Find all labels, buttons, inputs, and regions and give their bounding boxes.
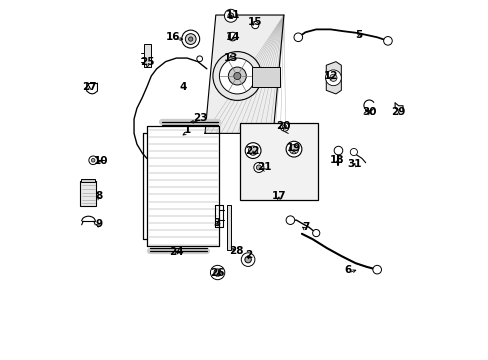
Circle shape [349, 148, 357, 156]
Text: 12: 12 [323, 71, 337, 81]
Text: 28: 28 [228, 246, 243, 256]
Text: 18: 18 [329, 155, 344, 165]
Text: 1: 1 [183, 125, 190, 135]
Circle shape [241, 253, 254, 266]
Circle shape [256, 165, 261, 170]
Text: 25: 25 [140, 57, 155, 67]
Circle shape [182, 30, 199, 48]
Text: 11: 11 [225, 10, 240, 20]
Circle shape [228, 67, 246, 85]
Bar [240, 123, 318, 200]
Circle shape [185, 34, 196, 44]
Text: 27: 27 [82, 82, 97, 92]
Text: 13: 13 [223, 53, 238, 63]
Polygon shape [204, 15, 284, 134]
Circle shape [89, 156, 97, 165]
Circle shape [293, 33, 302, 41]
Circle shape [227, 13, 233, 19]
Text: 31: 31 [346, 159, 361, 169]
Text: 23: 23 [192, 113, 207, 123]
Text: 14: 14 [225, 32, 240, 41]
Text: 2: 2 [244, 249, 252, 260]
Text: 22: 22 [245, 146, 260, 156]
Text: 8: 8 [96, 192, 102, 202]
Text: 20: 20 [275, 121, 290, 131]
Text: 15: 15 [247, 17, 262, 27]
Circle shape [248, 146, 257, 155]
Circle shape [312, 229, 319, 237]
Circle shape [282, 125, 286, 129]
Circle shape [196, 56, 202, 62]
Circle shape [333, 146, 342, 155]
Text: 10: 10 [94, 156, 108, 166]
Circle shape [244, 143, 261, 158]
Circle shape [91, 158, 95, 162]
Circle shape [228, 32, 237, 41]
Text: 17: 17 [271, 191, 285, 201]
Bar [81, 179, 95, 182]
Circle shape [280, 123, 288, 131]
Text: 21: 21 [257, 162, 271, 172]
Circle shape [285, 216, 294, 225]
Circle shape [188, 37, 192, 41]
Circle shape [253, 162, 264, 172]
Circle shape [219, 58, 255, 94]
Polygon shape [325, 62, 341, 94]
Bar [80, 181, 96, 206]
Bar [144, 44, 150, 67]
Text: 4: 4 [180, 82, 187, 92]
Circle shape [329, 74, 336, 81]
Circle shape [372, 265, 381, 274]
Circle shape [224, 9, 237, 22]
Text: 26: 26 [210, 267, 224, 278]
Circle shape [212, 51, 261, 100]
Bar [251, 67, 279, 87]
Bar [227, 205, 230, 250]
Circle shape [233, 72, 241, 80]
Circle shape [251, 22, 258, 29]
Circle shape [214, 269, 221, 276]
Circle shape [383, 37, 391, 45]
Text: 7: 7 [302, 222, 309, 232]
Circle shape [289, 144, 298, 154]
Text: 3: 3 [212, 218, 220, 228]
Circle shape [325, 70, 341, 86]
Circle shape [244, 256, 251, 263]
Text: 24: 24 [169, 247, 183, 257]
Text: 30: 30 [362, 107, 377, 117]
Text: 19: 19 [286, 143, 301, 153]
Text: 6: 6 [344, 265, 351, 275]
Text: 29: 29 [391, 107, 405, 117]
Text: 16: 16 [165, 32, 180, 41]
Circle shape [285, 141, 301, 157]
Text: 5: 5 [355, 30, 362, 40]
Circle shape [210, 265, 224, 280]
Text: 9: 9 [96, 219, 102, 229]
